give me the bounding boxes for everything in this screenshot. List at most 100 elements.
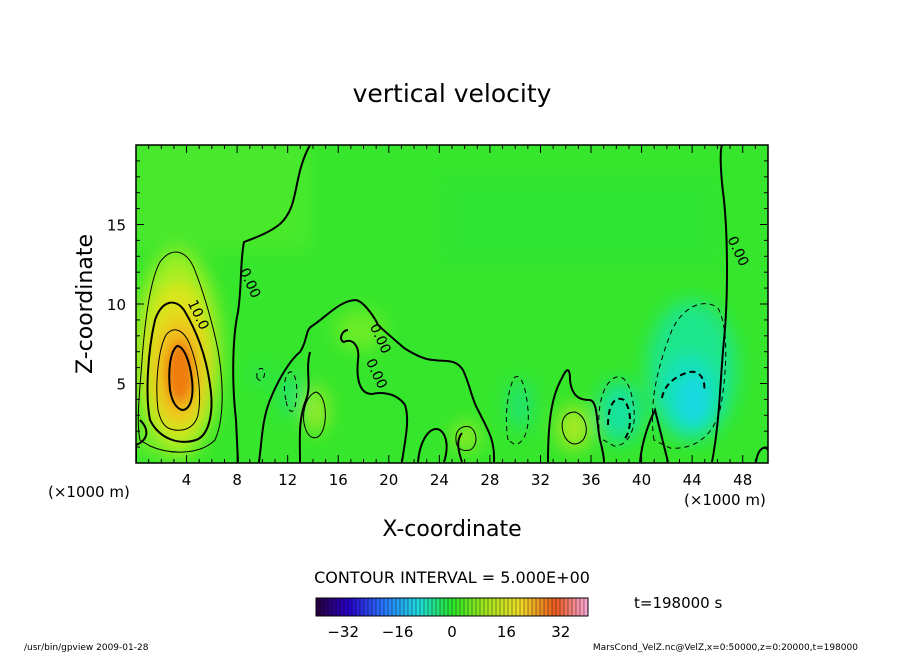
colorbar-tick-label: −32 (327, 623, 359, 641)
x-tick-label: 36 (581, 471, 600, 489)
positive-contour-15 (156, 329, 201, 431)
colorbar-cell (452, 598, 457, 616)
colorbar-cell (516, 598, 521, 616)
x-unit-label-right: (×1000 m) (684, 491, 766, 509)
colorbar-cell (356, 598, 361, 616)
x-axis-title: X-coordinate (382, 517, 521, 542)
x-tick-label: 40 (632, 471, 651, 489)
time-label: t=198000 s (634, 594, 722, 612)
y-tick-label: 5 (116, 376, 126, 394)
zero-contour (136, 145, 768, 463)
colorbar-cell (404, 598, 409, 616)
colorbar-cell (416, 598, 421, 616)
colorbar-cell (576, 598, 581, 616)
colorbar-cell (388, 598, 393, 616)
colorbar-cell (344, 598, 349, 616)
colorbar-cell (536, 598, 541, 616)
x-tick-label: 16 (329, 471, 348, 489)
colorbar-cell (464, 598, 469, 616)
x-tick-label: 4 (182, 471, 192, 489)
x-tick-label: 32 (531, 471, 550, 489)
y-axis: 5 10 15 (107, 160, 768, 448)
colorbar-cell (368, 598, 373, 616)
colorbar-cell (376, 598, 381, 616)
colorbar-cell (340, 598, 345, 616)
negative-contours-strong (607, 370, 706, 441)
colorbar-cell (420, 598, 425, 616)
x-unit-label-left: (×1000 m) (48, 483, 130, 501)
positive-contour-10 (146, 301, 213, 443)
colorbar-cell (572, 598, 577, 616)
colorbar-cell (580, 598, 585, 616)
x-tick-label: 48 (733, 471, 752, 489)
colorbar-cell (320, 598, 325, 616)
colorbar-cell (524, 598, 529, 616)
colorbar-cell (436, 598, 441, 616)
colorbar-tick-label: 32 (551, 623, 570, 641)
colorbar-cell (584, 598, 589, 616)
y-axis-title: Z-coordinate (73, 234, 98, 374)
colorbar-cell (372, 598, 377, 616)
colorbar-cell (400, 598, 405, 616)
y-tick-label: 15 (107, 217, 126, 235)
colorbar-tick-label: 16 (497, 623, 516, 641)
colorbar-ticks: −32 −16 0 16 32 (327, 623, 570, 641)
colorbar-cell (564, 598, 569, 616)
footer-left: /usr/bin/gpview 2009-01-28 (24, 643, 149, 653)
colorbar-tick-label: −16 (382, 623, 414, 641)
colorbar-frame (315, 597, 589, 617)
x-tick-label: 44 (683, 471, 702, 489)
colorbar-cell (500, 598, 505, 616)
colorbar-cell (456, 598, 461, 616)
colorbar-cell (520, 598, 525, 616)
colorbar-cell (544, 598, 549, 616)
colorbar-cell (324, 598, 329, 616)
colorbar-cell (528, 598, 533, 616)
colorbar-cell (428, 598, 433, 616)
colorbar-cell (548, 598, 553, 616)
colorbar-cell (484, 598, 489, 616)
colorbar-cell (408, 598, 413, 616)
x-tick-label: 12 (278, 471, 297, 489)
colorbar-cell (488, 598, 493, 616)
colorbar-cell (316, 598, 321, 616)
contours (136, 145, 768, 463)
plot-area: 10.00.000.000.000.00 (136, 145, 768, 463)
colorbar-cell (432, 598, 437, 616)
x-tick-label: 24 (430, 471, 449, 489)
colorbar-cell (444, 598, 449, 616)
x-tick-label: 8 (232, 471, 242, 489)
x-axis: 4 8 12 16 20 24 28 32 36 40 44 48 (148, 145, 756, 489)
colorbar-cell (496, 598, 501, 616)
colorbar-cell (460, 598, 465, 616)
colorbar-cell (440, 598, 445, 616)
colorbar-cell (532, 598, 537, 616)
footer-right: MarsCond_VelZ.nc@VelZ,x=0:50000,z=0:2000… (593, 643, 858, 653)
colorbar-cell (468, 598, 473, 616)
colorbar-cell (424, 598, 429, 616)
colorbar-cell (492, 598, 497, 616)
colorbar-cell (560, 598, 565, 616)
colorbar-cell (328, 598, 333, 616)
x-tick-label: 20 (379, 471, 398, 489)
colorbar-cell (352, 598, 357, 616)
colorbar-cell (568, 598, 573, 616)
colorbar (315, 598, 589, 616)
x-tick-label: 28 (480, 471, 499, 489)
colorbar-cell (476, 598, 481, 616)
colorbar-cell (380, 598, 385, 616)
colorbar-cell (480, 598, 485, 616)
negative-contours (256, 303, 727, 449)
colorbar-cell (556, 598, 561, 616)
colorbar-cell (472, 598, 477, 616)
colorbar-cell (540, 598, 545, 616)
colorbar-cell (396, 598, 401, 616)
colorbar-cell (360, 598, 365, 616)
colorbar-tick-label: 0 (447, 623, 457, 641)
positive-contour-20 (168, 344, 194, 412)
chart-title: vertical velocity (353, 79, 552, 108)
colorbar-cell (348, 598, 353, 616)
colorbar-cell (332, 598, 337, 616)
colorbar-cell (508, 598, 513, 616)
